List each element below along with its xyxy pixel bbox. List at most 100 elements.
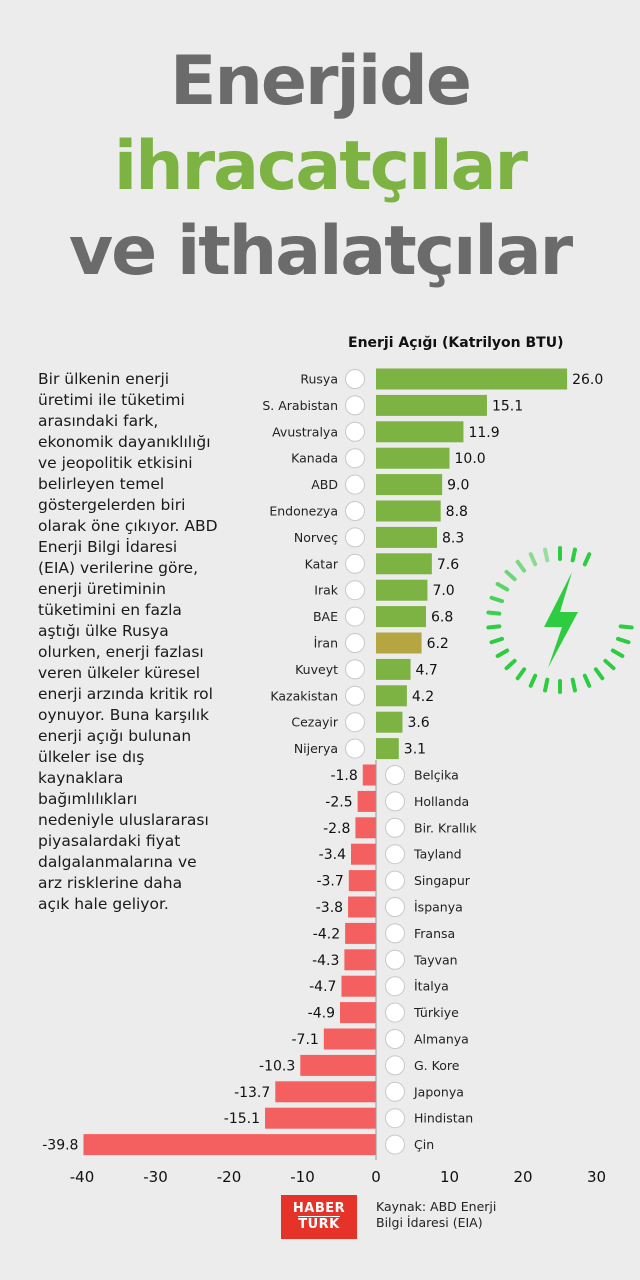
value-label: 4.2	[412, 689, 434, 705]
category-label: Nijerya	[294, 741, 338, 756]
bar	[376, 738, 399, 760]
value-label: -4.2	[313, 926, 340, 942]
ring-dash	[495, 648, 510, 658]
value-label: -3.7	[316, 874, 343, 890]
bar	[355, 817, 376, 839]
value-label: 7.6	[437, 557, 459, 573]
bar-row: BAE 6.8	[313, 606, 453, 628]
logo-line-1: HABER	[292, 1201, 346, 1216]
flag-icon	[345, 448, 365, 469]
bar	[345, 922, 376, 944]
category-label: Hindistan	[414, 1111, 473, 1126]
category-label: Tayvan	[413, 952, 458, 967]
value-label: -4.7	[309, 979, 336, 995]
bar	[376, 553, 432, 575]
category-label: Hollanda	[414, 794, 469, 809]
haberturk-logo: HABER TURK	[281, 1195, 357, 1239]
ring-dash	[489, 636, 504, 645]
value-label: -3.8	[316, 900, 343, 916]
category-label: Fransa	[414, 926, 455, 941]
description-text: Bir ülkenin enerji üretimi ile tüketimi …	[38, 370, 218, 913]
value-label: 11.9	[468, 425, 499, 441]
bar	[341, 975, 376, 997]
flag-icon	[385, 949, 405, 970]
category-label: Tayland	[413, 847, 462, 862]
value-label: -39.8	[42, 1138, 78, 1154]
bar	[376, 632, 422, 654]
flag-icon	[385, 765, 405, 785]
bar-row: Belçika -1.8	[330, 764, 459, 786]
bar-row: Hindistan -15.1	[224, 1107, 473, 1129]
ring-dash	[504, 569, 517, 582]
bar-row: Cezayir 3.6	[291, 711, 430, 733]
value-label: 3.6	[407, 715, 429, 731]
value-label: 8.3	[442, 530, 464, 546]
logo-line-2: TURK	[298, 1216, 340, 1232]
bar-row: Tayvan -4.3	[312, 949, 458, 971]
title-line-3: ve ithalatçılar	[68, 212, 573, 291]
bar	[351, 843, 376, 865]
bar-row: Bir. Krallık -2.8	[323, 817, 477, 839]
bar	[344, 949, 376, 971]
chart-axis-title: Enerji Açığı (Katrilyon BTU)	[348, 335, 564, 351]
ring-dash	[486, 610, 502, 616]
bar-row: Norveç 8.3	[294, 526, 464, 548]
value-label: -13.7	[234, 1085, 270, 1101]
bar-row: Tayland -3.4	[319, 843, 462, 865]
bar	[265, 1107, 376, 1129]
ring-dash	[495, 582, 510, 592]
category-label: İtalya	[414, 979, 449, 994]
bar	[376, 579, 428, 601]
bar	[300, 1054, 376, 1076]
value-label: 6.2	[427, 636, 449, 652]
ring-dash	[543, 547, 550, 563]
flag-icon	[345, 527, 365, 548]
ring-dash	[528, 552, 538, 567]
value-label: -4.3	[312, 953, 339, 969]
flag-icon	[345, 712, 365, 733]
ring-dash	[582, 552, 592, 567]
category-label: BAE	[313, 609, 338, 624]
ring-dash	[570, 677, 577, 693]
category-label: Singapur	[414, 873, 471, 888]
ring-dash	[515, 559, 527, 573]
bar-row: Türkiye -4.9	[308, 1002, 459, 1024]
flag-icon	[345, 685, 365, 706]
flag-icon	[385, 1055, 405, 1076]
x-tick-label: -20	[217, 1168, 242, 1186]
bar	[376, 711, 403, 733]
bar-row: Avustralya 11.9	[272, 421, 500, 443]
ring-dash	[593, 667, 605, 681]
ring-dash	[603, 658, 616, 671]
flag-icon	[385, 1002, 405, 1023]
bar-row: Fransa -4.2	[313, 922, 455, 944]
bar-row: Almanya -7.1	[291, 1028, 469, 1050]
category-label: Irak	[314, 583, 338, 598]
flag-icon	[345, 606, 365, 627]
bar	[376, 606, 426, 628]
flag-icon	[385, 1029, 405, 1049]
flag-icon	[385, 817, 405, 838]
x-tick-label: -10	[290, 1168, 315, 1186]
flag-icon	[345, 474, 365, 495]
category-label: Avustralya	[272, 424, 338, 439]
bar	[376, 685, 407, 707]
ring-dash	[610, 648, 625, 658]
bar	[376, 447, 450, 469]
bar-row: Çin -39.8	[42, 1134, 434, 1156]
flag-icon	[385, 1081, 405, 1102]
flag-icon	[385, 1134, 405, 1155]
value-label: -3.4	[319, 847, 346, 863]
bar	[339, 1002, 376, 1024]
bar	[376, 394, 487, 416]
flag-icon	[345, 580, 365, 601]
category-label: Almanya	[414, 1032, 469, 1047]
flag-icon	[345, 633, 365, 653]
bar	[348, 896, 376, 918]
bar-row: İtalya -4.7	[309, 975, 449, 997]
ring-dash	[570, 547, 577, 563]
flag-icon	[345, 369, 365, 389]
bar-row: Rusya 26.0	[300, 368, 603, 390]
bolt-shape	[544, 572, 578, 668]
flag-icon	[385, 791, 405, 812]
